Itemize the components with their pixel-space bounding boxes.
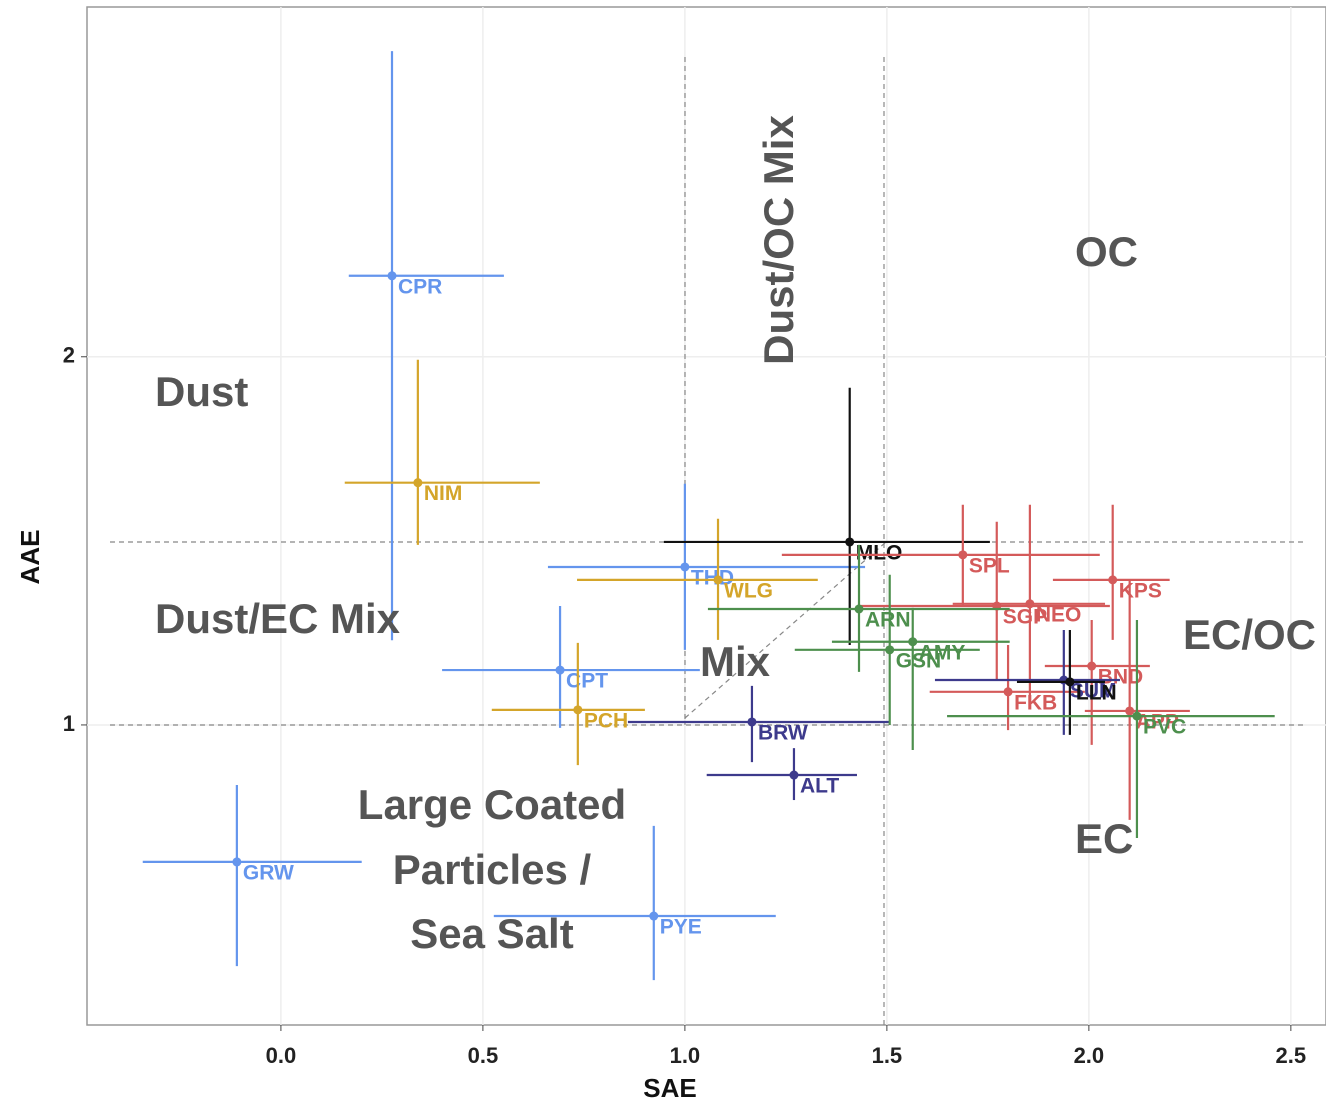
region-label: Large Coated	[358, 781, 626, 828]
region-label: Mix	[700, 638, 771, 685]
point-label: AMY	[919, 641, 966, 664]
point	[1108, 575, 1118, 585]
point-label: NIM	[424, 482, 463, 505]
point-label: CPT	[566, 670, 608, 693]
point	[232, 857, 242, 867]
x-tick-label: 1.0	[670, 1043, 701, 1068]
point	[1132, 711, 1142, 721]
x-tick-label: 0.5	[468, 1043, 499, 1068]
region-label: Dust/OC Mix	[755, 115, 802, 365]
point	[1087, 661, 1097, 671]
point	[680, 562, 690, 572]
point-label: PCH	[584, 709, 628, 732]
point	[845, 537, 855, 547]
region-label: Particles /	[393, 846, 592, 893]
point-label: BRW	[758, 722, 808, 745]
x-tick-label: 1.5	[872, 1043, 903, 1068]
point-label: THD	[691, 567, 734, 590]
x-tick-label: 0.0	[266, 1043, 297, 1068]
point-label: GSN	[896, 649, 942, 672]
point	[555, 665, 565, 675]
region-label: Dust/EC Mix	[155, 595, 401, 642]
point-label: PYE	[660, 916, 702, 939]
point-label: ALT	[800, 775, 839, 798]
point	[1125, 706, 1135, 716]
x-tick-label: 2.0	[1074, 1043, 1105, 1068]
x-axis-title: SAE	[643, 1073, 696, 1103]
point	[854, 604, 864, 614]
region-label: Sea Salt	[410, 910, 573, 957]
point-label: MLO	[856, 542, 903, 565]
point	[387, 271, 397, 281]
point-label: SGP	[1003, 606, 1047, 629]
point	[413, 478, 423, 488]
point	[713, 575, 723, 585]
region-label: EC	[1075, 815, 1133, 862]
point-label: CPR	[398, 275, 442, 298]
point	[1065, 677, 1075, 687]
point	[908, 637, 918, 647]
point-label: GRW	[243, 861, 294, 884]
point	[958, 550, 968, 560]
y-tick-label: 1	[63, 711, 75, 736]
point	[649, 911, 659, 921]
x-tick-label: 2.5	[1276, 1043, 1307, 1068]
point-label: WLG	[724, 579, 773, 602]
region-label: OC	[1075, 228, 1138, 275]
point-label: FKB	[1014, 691, 1057, 714]
point	[747, 717, 757, 727]
y-tick-label: 2	[63, 343, 75, 368]
point-label: ARN	[865, 609, 911, 632]
point	[789, 770, 799, 780]
point-label: SUM	[1070, 680, 1117, 703]
point-label: KPS	[1119, 579, 1162, 602]
point-label: BND	[1098, 666, 1144, 689]
point-label: PVC	[1143, 716, 1186, 739]
point	[1025, 599, 1035, 609]
point-label: LLN	[1076, 681, 1117, 704]
point	[573, 705, 583, 715]
point-label: NEO	[1036, 603, 1082, 626]
point	[1003, 687, 1013, 697]
plot-frame	[86, 6, 1326, 1026]
region-label: Dust	[155, 368, 248, 415]
y-axis-title: AAE	[15, 530, 45, 585]
point-label: SPL	[969, 554, 1010, 577]
point	[885, 645, 895, 655]
region-label: EC/OC	[1183, 611, 1316, 658]
